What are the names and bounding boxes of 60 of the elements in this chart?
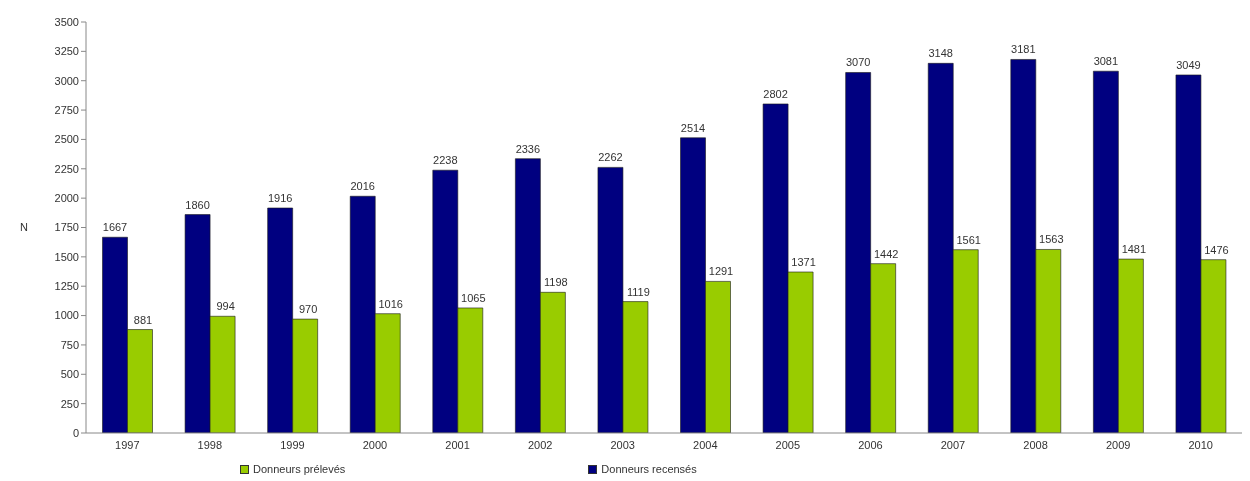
x-tick-label: 2004 — [693, 438, 718, 451]
y-tick-label: 1250 — [54, 280, 79, 293]
data-label: 2336 — [515, 142, 541, 155]
data-label: 3070 — [845, 56, 871, 69]
data-label: 1198 — [544, 276, 568, 289]
y-tick-label: 2750 — [54, 103, 79, 116]
y-tick-label: 750 — [60, 338, 79, 351]
x-tick-label: 2007 — [940, 438, 966, 451]
y-tick-label: 250 — [60, 397, 79, 410]
y-tick-label: 2000 — [54, 192, 79, 205]
x-tick-label: 2002 — [527, 438, 553, 451]
y-tick-label: 3000 — [54, 74, 79, 87]
y-tick-label: 2500 — [54, 133, 79, 146]
data-label: 1291 — [708, 265, 734, 278]
data-label: 1065 — [461, 291, 486, 304]
y-axis-title: N — [20, 221, 28, 234]
y-tick-label: 3500 — [54, 15, 79, 28]
data-label: 1860 — [185, 198, 210, 211]
data-label: 2802 — [763, 87, 788, 100]
data-label: 994 — [216, 300, 235, 313]
data-label: 3049 — [1176, 58, 1201, 71]
data-label: 1119 — [627, 285, 650, 298]
data-label: 1561 — [956, 233, 981, 246]
data-label: 1476 — [1204, 243, 1229, 256]
x-tick-label: 2010 — [1188, 438, 1213, 451]
y-tick-label: 0 — [72, 426, 79, 439]
x-tick-label: 2003 — [610, 438, 635, 451]
y-tick-label: 500 — [60, 368, 79, 381]
x-tick-label: 1998 — [197, 438, 223, 451]
data-label: 881 — [133, 313, 153, 326]
data-label: 2262 — [598, 151, 623, 164]
x-tick-label: 2001 — [445, 438, 470, 451]
data-label: 1442 — [873, 247, 899, 260]
data-label: 3081 — [1093, 55, 1119, 68]
data-label: 1016 — [378, 297, 403, 310]
x-tick-label: 1997 — [115, 438, 140, 451]
y-tick-label: 3250 — [54, 45, 79, 58]
x-tick-label: 2009 — [1105, 438, 1131, 451]
y-tick-label: 2250 — [54, 162, 79, 175]
data-label: 1667 — [102, 221, 128, 234]
x-tick-label: 2005 — [775, 438, 801, 451]
data-label: 2238 — [433, 154, 458, 167]
x-tick-label: 1999 — [280, 438, 305, 451]
data-label: 970 — [298, 303, 318, 316]
data-label: 1371 — [791, 256, 816, 269]
data-label: 2514 — [680, 121, 706, 134]
y-tick-label: 1000 — [54, 309, 79, 322]
data-label: 3148 — [928, 47, 953, 60]
x-tick-label: 2008 — [1023, 438, 1048, 451]
x-tick-label: 2006 — [858, 438, 883, 451]
legend-label: Donneurs prélevés — [253, 463, 346, 475]
y-tick-label: 1750 — [54, 221, 79, 234]
legend-label: Donneurs recensés — [601, 463, 697, 475]
y-tick-label: 1500 — [54, 250, 79, 263]
data-label: 2016 — [350, 180, 375, 193]
data-label: 3181 — [1011, 43, 1036, 56]
data-label: 1916 — [267, 192, 293, 205]
x-tick-label: 2000 — [362, 438, 388, 451]
data-label: 1481 — [1121, 243, 1147, 256]
data-label: 1563 — [1039, 233, 1064, 246]
